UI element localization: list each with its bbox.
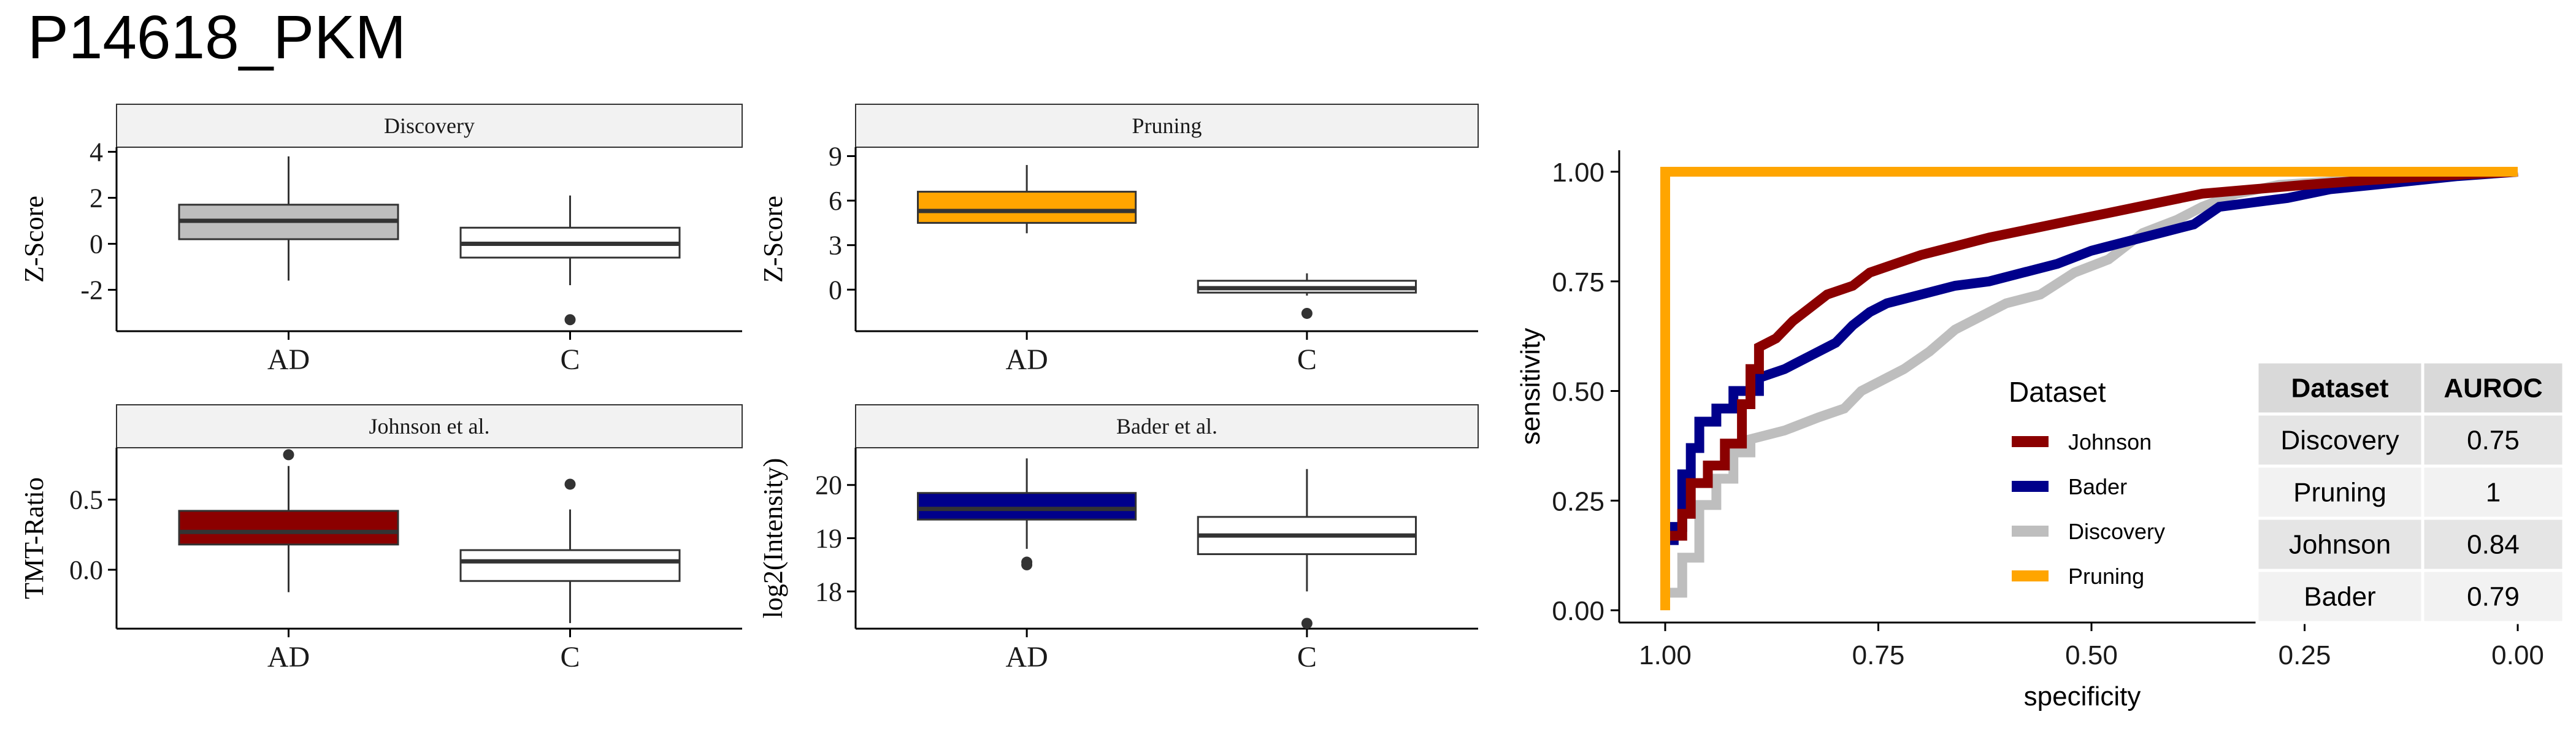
table-cell-text: 1 (2486, 478, 2501, 508)
table-cell-text: Discovery (2280, 426, 2399, 456)
x-tick-label: C (1297, 343, 1317, 376)
roc-x-axis-label: specificity (2024, 681, 2141, 711)
y-tick-label: 6 (829, 186, 842, 216)
roc-curve-discovery (1660, 167, 2518, 610)
table-cell (2421, 569, 2566, 624)
legend-label-bader: Bader (2068, 474, 2127, 499)
box-ad (178, 156, 399, 281)
x-tick-label: AD (1005, 343, 1048, 376)
roc-x-tick-label: 0.25 (2279, 640, 2331, 670)
y-tick-label: 18 (815, 577, 842, 607)
outlier-point (564, 478, 576, 490)
outlier-point (283, 449, 294, 461)
x-tick-label: C (1297, 641, 1317, 673)
table-cell (2421, 412, 2566, 468)
roc-y-axis-label: sensitivity (1516, 328, 1546, 445)
roc-panel: 0.00 0.25 0.50 0.75 1.00 1.00 0.75 0.50 0.25 0.00… (1516, 150, 2566, 711)
box-iqr (459, 549, 681, 582)
roc-y-tick-label: 0.25 (1552, 486, 1604, 516)
y-axis-label: TMT-Ratio (19, 477, 49, 599)
table-cell-text: Pruning (2293, 478, 2386, 508)
y-tick-label: 0.0 (69, 555, 103, 585)
box-ad (917, 165, 1137, 234)
table-cell-text: 0.84 (2467, 530, 2520, 560)
table-header-cell (2421, 360, 2566, 416)
facet-strip-label: Pruning (1132, 113, 1202, 138)
y-tick-label: 4 (90, 137, 103, 167)
outlier-point (1301, 307, 1313, 319)
roc-x-tick-label: 1.00 (1639, 640, 1692, 670)
table-cell-text: Bader (2304, 582, 2375, 612)
y-tick-label: 0 (90, 229, 103, 259)
legend-title: Dataset (2009, 376, 2106, 408)
box-iqr (917, 191, 1137, 224)
facet-strip (855, 404, 1479, 448)
roc-curve-pruning (1660, 167, 2518, 610)
y-axis-label: Z-Score (758, 196, 788, 283)
x-tick-label: AD (267, 343, 310, 376)
y-axis-label: log2(Intensity) (758, 458, 788, 619)
x-tick-label: AD (1005, 641, 1048, 673)
y-tick-label: 2 (90, 183, 103, 213)
x-tick-label: C (560, 641, 580, 673)
y-axis-label: Z-Score (19, 196, 49, 283)
roc-x-tick-label: 0.75 (1852, 640, 1905, 670)
facet-strip-label: Johnson et al. (369, 414, 490, 439)
legend-label-pruning: Pruning (2068, 564, 2144, 589)
y-tick-label: -2 (80, 275, 103, 305)
y-tick-label: 20 (815, 470, 842, 500)
facet-strip (855, 104, 1479, 148)
box-c (1197, 469, 1417, 629)
box-ad (178, 449, 399, 592)
facet-strip-label: Discovery (384, 113, 475, 138)
roc-y-tick-label: 0.00 (1552, 596, 1604, 626)
table-header-dataset: Dataset (2291, 374, 2389, 404)
x-tick-label: C (560, 343, 580, 376)
boxplot-panel-johnson: Johnson et al. 0.5 0.0 TMT-Ratio AD C (19, 404, 743, 673)
roc-y-tick-label: 1.00 (1552, 158, 1604, 188)
box-iqr (178, 510, 399, 546)
y-tick-label: 3 (829, 231, 842, 261)
facet-strip (116, 404, 743, 448)
legend-label-discovery: Discovery (2068, 519, 2165, 544)
table-cell (2255, 412, 2425, 468)
legend-label-johnson: Johnson (2068, 429, 2152, 454)
roc-y-tick-label: 0.50 (1552, 377, 1604, 407)
y-tick-label: 0 (829, 275, 842, 305)
table-cell-text: 0.75 (2467, 426, 2520, 456)
box-ad (917, 458, 1137, 570)
roc-x-tick-label: 0.00 (2491, 640, 2544, 670)
outlier-point (1021, 559, 1033, 570)
roc-curves (1660, 167, 2518, 610)
boxplot-panel-bader: Bader et al. 20 19 18 log2(Intensity) AD C (758, 404, 1479, 673)
outlier-point (564, 314, 576, 326)
box-c (459, 195, 681, 326)
table-cell-text: 0.79 (2467, 582, 2520, 612)
boxplot-panel-pruning: Pruning 9 6 3 0 Z-Score AD C (758, 104, 1479, 376)
roc-y-tick-label: 0.75 (1552, 267, 1604, 297)
outlier-point (1301, 618, 1313, 629)
facet-strip (116, 104, 743, 148)
box-c (1197, 273, 1417, 319)
box-iqr (917, 492, 1137, 521)
y-tick-label: 0.5 (69, 485, 103, 515)
roc-x-tick-label: 0.50 (2065, 640, 2118, 670)
roc-curve-johnson (1660, 167, 2518, 610)
roc-curve-bader (1660, 167, 2518, 610)
facet-strip-label: Bader et al. (1116, 414, 1217, 439)
table-cell-text: Johnson (2289, 530, 2391, 560)
auroc-table: Dataset AUROC Discovery 0.75 Pruning 1 Johnson… (2255, 360, 2566, 624)
table-header-auroc: AUROC (2444, 374, 2542, 404)
y-tick-label: 19 (815, 524, 842, 554)
figure-title: P14618_PKM (28, 3, 406, 72)
boxplot-panel-discovery: Discovery 4 2 0 -2 Z-Score AD C (19, 104, 743, 376)
roc-legend: Dataset Johnson Bader Discovery Pruning (2009, 376, 2165, 589)
box-c (459, 478, 681, 623)
y-tick-label: 9 (829, 142, 842, 172)
x-tick-label: AD (267, 641, 310, 673)
